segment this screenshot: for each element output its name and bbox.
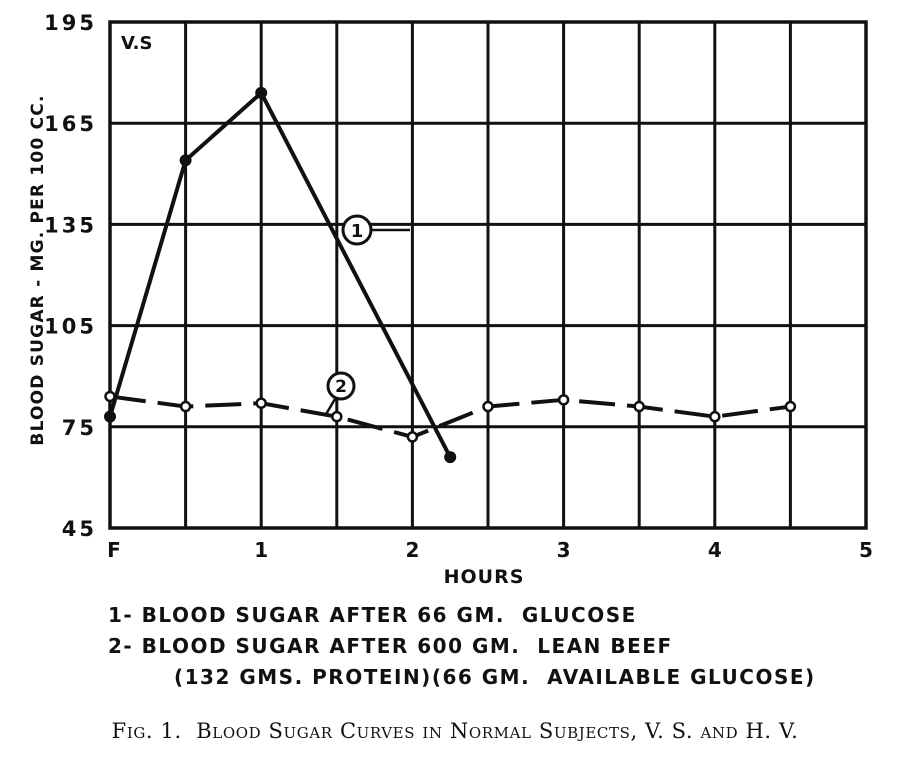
legend-entry-2: 2- BLOOD SUGAR AFTER 600 GM. LEAN BEEF [108, 634, 673, 658]
x-tick-label: 1 [254, 538, 268, 562]
x-tick-label: 4 [708, 538, 722, 562]
x-axis-title: HOURS [444, 566, 525, 588]
series-1-point [179, 154, 192, 167]
series-1-point [104, 410, 116, 423]
series-2-point [709, 410, 721, 423]
y-tick-label: 135 [44, 213, 97, 237]
series-lines [108, 90, 791, 459]
series-2-point [179, 400, 192, 413]
panel-label: V.S [121, 33, 152, 54]
series-2-point [104, 390, 116, 403]
y-tick-label: 75 [62, 416, 97, 440]
series-1-point [444, 451, 457, 464]
legend-entry-2-detail: (132 GMS. PROTEIN)(66 GM. AVAILABLE GLUC… [174, 665, 816, 689]
series-2-point [482, 400, 494, 413]
series-2-tag: 2 [335, 377, 347, 397]
x-tick-label: 3 [557, 538, 571, 562]
series-2-point [255, 397, 267, 409]
series-2-tag-leader [323, 398, 337, 417]
chart: V.S HOURS BLOOD SUGAR - MG. PER 100 CC. … [28, 11, 873, 588]
series-2-tag-circle [326, 371, 356, 401]
series-2-point [784, 400, 797, 413]
series-1-point [255, 86, 268, 99]
y-tick-label: 165 [44, 112, 97, 136]
series-2-line [109, 394, 791, 439]
series-1-tag: 1 [351, 221, 364, 242]
plot-frame [108, 20, 868, 530]
series-1-line [108, 90, 452, 459]
series-2-point [331, 410, 343, 423]
legend-entry-1: 1- BLOOD SUGAR AFTER 66 GM. GLUCOSE [108, 603, 637, 627]
labels: V.S HOURS BLOOD SUGAR - MG. PER 100 CC. … [28, 11, 873, 588]
y-tick-label: 195 [44, 11, 97, 35]
x-tick-label: 2 [405, 538, 419, 562]
data-points [104, 86, 797, 464]
grid [108, 20, 868, 530]
y-axis-title: BLOOD SUGAR - MG. PER 100 CC. [28, 94, 48, 445]
y-tick-label: 45 [62, 517, 97, 541]
x-tick-label: 5 [859, 538, 873, 562]
series-2-point [406, 431, 419, 443]
series-2-point [557, 394, 570, 406]
legend: 1- BLOOD SUGAR AFTER 66 GM. GLUCOSE 2- B… [108, 600, 816, 693]
figure-caption: Fig. 1. Blood Sugar Curves in Normal Sub… [111, 719, 799, 743]
series-1-tag-circle [341, 214, 373, 246]
y-tick-label: 105 [44, 315, 97, 339]
series-2-point [633, 400, 645, 413]
x-tick-label: F [107, 538, 121, 562]
